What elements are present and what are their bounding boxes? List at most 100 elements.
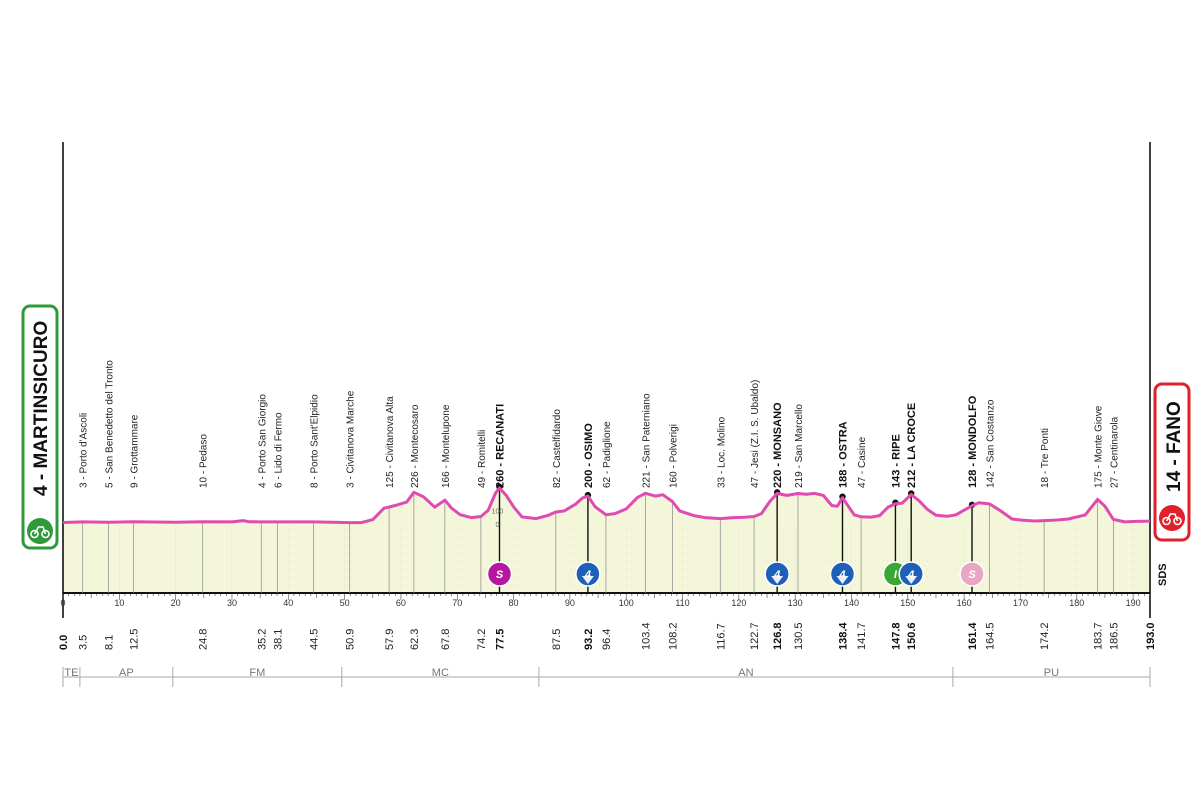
place-label: 6 - Lido di Fermo	[274, 412, 285, 488]
place-label: 9 - Grottammare	[129, 414, 140, 488]
place-label: 49 - Romitelli	[477, 430, 488, 488]
place-label: 33 - Loc. Molino	[716, 416, 727, 488]
km-tick-label: 10	[114, 598, 124, 608]
distance-label: 0.0	[58, 635, 70, 650]
km-tick-label: 60	[396, 598, 406, 608]
badge-label: I	[894, 569, 898, 581]
place-label: 10 - Pedaso	[199, 434, 210, 488]
distance-label: 57.9	[384, 629, 396, 650]
place-label: 226 - Montecosaro	[410, 404, 421, 488]
distance-label: 122.7	[749, 622, 761, 650]
distance-label: 141.7	[856, 622, 868, 650]
finish-marker-box	[1153, 382, 1191, 542]
province-label: AP	[119, 667, 134, 679]
place-label: 220 - MONSANO	[772, 402, 784, 488]
distance-label: 62.3	[409, 629, 421, 650]
badge-circle	[959, 561, 985, 587]
km-tick-label: 140	[844, 598, 859, 608]
badge-circle	[829, 561, 856, 587]
finish-label: 14 - FANO	[1164, 401, 1185, 492]
km-tick-label: 130	[788, 598, 803, 608]
km-tick-label: 0	[60, 598, 65, 608]
distance-label: 8.1	[104, 635, 116, 650]
finish-bike-icon	[1159, 505, 1185, 531]
place-label: 188 - OSTRA	[837, 421, 849, 488]
km-tick-label: 90	[565, 598, 575, 608]
start-marker: 4 - MARTINSICURO	[21, 304, 59, 550]
province-label: MC	[432, 667, 449, 679]
province-label: AN	[738, 667, 753, 679]
province-label: TE	[64, 667, 78, 679]
place-label: 219 - San Marcello	[794, 404, 805, 488]
km-tick-label: 180	[1069, 598, 1084, 608]
distance-label: 3.5	[78, 635, 90, 650]
distance-label: 77.5	[494, 629, 506, 650]
km-tick-label: 160	[957, 598, 972, 608]
distance-label: 103.4	[640, 622, 652, 650]
km-tick-label: 30	[227, 598, 237, 608]
distance-label: 67.8	[440, 629, 452, 650]
place-label: 166 - Montelupone	[441, 404, 452, 488]
finish-bike-glyph	[1162, 513, 1182, 526]
distance-label: 183.7	[1093, 622, 1105, 650]
distance-label: 116.7	[715, 623, 727, 650]
badge-label: 4	[907, 569, 914, 581]
distance-label: 161.4	[967, 622, 979, 650]
start-bike-icon	[27, 518, 53, 544]
km-tick-label: 110	[675, 598, 689, 608]
place-label: 4 - Porto San Giorgio	[257, 394, 268, 488]
km-tick-label: 70	[452, 598, 462, 608]
altitude-tick-label: 100	[492, 509, 504, 516]
altitude-tick-label: 0	[496, 522, 500, 529]
badge-label: S	[968, 569, 976, 581]
place-label: 175 - Monte Giove	[1094, 405, 1105, 488]
distance-label: 174.2	[1039, 622, 1051, 650]
distance-label: 12.5	[128, 629, 140, 650]
badge-triangle	[581, 576, 594, 584]
distance-label: 186.5	[1108, 622, 1120, 650]
distance-label: 35.2	[256, 629, 268, 650]
place-label: 212 - LA CROCE	[906, 403, 918, 488]
badge-triangle	[771, 576, 784, 584]
place-label: 62 - Padiglione	[602, 421, 613, 488]
profile-fill	[63, 488, 1150, 593]
badge-triangle	[905, 576, 918, 584]
badge-triangle	[836, 576, 849, 584]
place-label: 125 - Civitanova Alta	[385, 396, 396, 488]
distance-label: 74.2	[476, 629, 488, 650]
badge-circle	[764, 561, 790, 587]
place-label: 128 - MONDOLFO	[967, 395, 979, 488]
badge-label: 4	[584, 569, 591, 581]
distance-label: 93.2	[583, 629, 595, 650]
place-label: 47 - Jesi (Z.I. S. Ubaldo)	[750, 380, 761, 488]
place-label: 3 - Porto d'Ascoli	[79, 413, 90, 488]
distance-label: 130.5	[793, 622, 805, 650]
km-tick-label: 50	[340, 598, 350, 608]
distance-label: 44.5	[309, 629, 321, 650]
km-tick-label: 120	[731, 598, 746, 608]
distance-label: 108.2	[667, 622, 679, 650]
distance-label: 24.8	[198, 629, 210, 650]
distance-label: 164.5	[984, 622, 996, 650]
distance-label: 50.9	[345, 629, 357, 650]
profile-line	[62, 486, 1151, 525]
place-label: 3 - Civitanova Marche	[346, 390, 357, 488]
distance-label: 138.4	[837, 622, 849, 650]
km-tick-label: 190	[1126, 598, 1141, 608]
km-tick-label: 80	[509, 598, 519, 608]
distance-label: 147.8	[890, 622, 902, 650]
place-label: 200 - OSIMO	[583, 423, 595, 488]
place-label: 27 - Centinarola	[1109, 416, 1120, 488]
place-label: 18 - Tre Ponti	[1040, 428, 1051, 488]
place-label: 160 - Polverigi	[668, 424, 679, 488]
distance-label: 87.5	[551, 629, 563, 650]
badge-circle	[486, 561, 513, 587]
place-label: 142 - San Costanzo	[985, 399, 996, 488]
place-label: 82 - Castelfidardo	[552, 409, 563, 488]
finish-marker: 14 - FANO	[1153, 382, 1191, 542]
sds-label: SDS	[1157, 563, 1169, 586]
place-label: 47 - Casine	[857, 436, 868, 488]
distance-label: 150.6	[906, 622, 918, 650]
